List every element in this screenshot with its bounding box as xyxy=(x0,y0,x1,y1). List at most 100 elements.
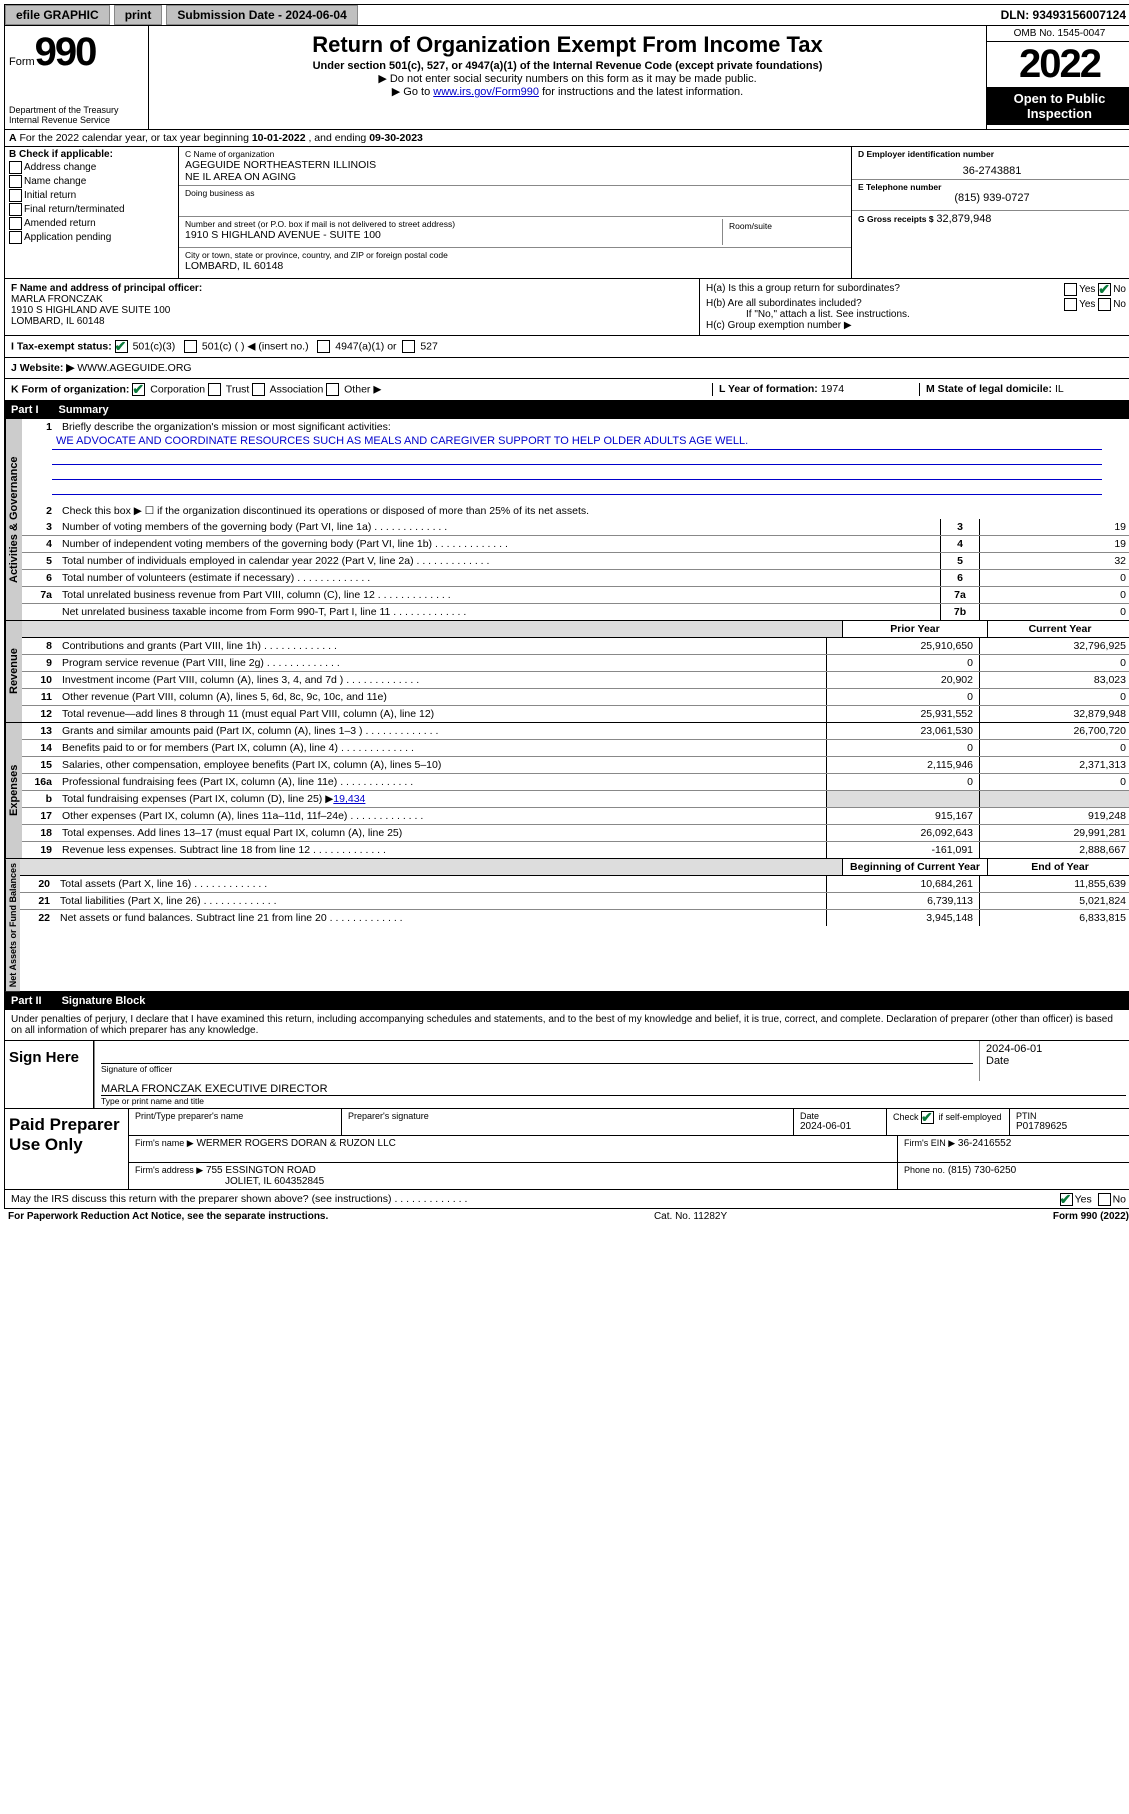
501c-other-checkbox[interactable] xyxy=(184,340,197,353)
officer-addr2: LOMBARD, IL 60148 xyxy=(11,316,105,327)
line8-current: 32,796,925 xyxy=(979,638,1129,654)
firm-addr-value2: JOLIET, IL 604352845 xyxy=(225,1176,324,1187)
expenses-section: Expenses 13Grants and similar amounts pa… xyxy=(4,723,1129,859)
line16b-current-shaded xyxy=(979,791,1129,807)
hb-no-checkbox[interactable] xyxy=(1098,298,1111,311)
section-fh: F Name and address of principal officer:… xyxy=(4,279,1129,336)
print-name-label: Print/Type preparer's name xyxy=(135,1111,335,1121)
line18-desc: Total expenses. Add lines 13–17 (must eq… xyxy=(58,825,826,841)
line13-current: 26,700,720 xyxy=(979,723,1129,739)
initial-return-checkbox[interactable] xyxy=(9,189,22,202)
line4-desc: Number of independent voting members of … xyxy=(58,536,940,552)
4947-checkbox[interactable] xyxy=(317,340,330,353)
part2-title: Signature Block xyxy=(62,995,146,1007)
line14-prior: 0 xyxy=(826,740,979,756)
final-return-checkbox[interactable] xyxy=(9,203,22,216)
line16a-desc: Professional fundraising fees (Part IX, … xyxy=(58,774,826,790)
application-pending-checkbox[interactable] xyxy=(9,231,22,244)
line9-desc: Program service revenue (Part VIII, line… xyxy=(58,655,826,671)
tax-year-begin: 10-01-2022 xyxy=(252,132,306,144)
tab-governance: Activities & Governance xyxy=(5,419,22,620)
may-irs-yes-checkbox[interactable] xyxy=(1060,1193,1073,1206)
column-b: B Check if applicable: Address change Na… xyxy=(5,147,179,278)
net-header-spacer xyxy=(20,859,842,875)
ptin-value: P01789625 xyxy=(1016,1121,1126,1132)
line3-value: 19 xyxy=(979,519,1129,535)
name-change-label: Name change xyxy=(24,176,86,187)
trust-checkbox[interactable] xyxy=(208,383,221,396)
line16b-value[interactable]: 19,434 xyxy=(333,793,365,805)
hb-yes-checkbox[interactable] xyxy=(1064,298,1077,311)
corp-checkbox[interactable] xyxy=(132,383,145,396)
end-year-header: End of Year xyxy=(987,859,1129,875)
firm-ein-label: Firm's EIN ▶ xyxy=(904,1138,955,1148)
line16b-desc: Total fundraising expenses (Part IX, col… xyxy=(62,793,333,805)
org-name-1: AGEGUIDE NORTHEASTERN ILLINOIS xyxy=(185,159,845,171)
phone-value: (815) 939-0727 xyxy=(858,192,1126,204)
sig-date-value: 2024-06-01 xyxy=(986,1043,1126,1055)
firm-name-label: Firm's name ▶ xyxy=(135,1138,194,1148)
ha-no-checkbox[interactable] xyxy=(1098,283,1111,296)
amended-return-checkbox[interactable] xyxy=(9,217,22,230)
form-subtitle: Under section 501(c), 527, or 4947(a)(1)… xyxy=(157,60,978,72)
year-formation-label: L Year of formation: xyxy=(719,383,818,395)
line17-desc: Other expenses (Part IX, column (A), lin… xyxy=(58,808,826,824)
line12-prior: 25,931,552 xyxy=(826,706,979,722)
ha-yes-checkbox[interactable] xyxy=(1064,283,1077,296)
line18-prior: 26,092,643 xyxy=(826,825,979,841)
other-checkbox[interactable] xyxy=(326,383,339,396)
paid-preparer-row: Paid Preparer Use Only Print/Type prepar… xyxy=(4,1109,1129,1190)
street-label: Number and street (or P.O. box if mail i… xyxy=(185,219,722,229)
line7b-value: 0 xyxy=(979,604,1129,620)
state-domicile-value: IL xyxy=(1055,383,1064,395)
mission-blank-2 xyxy=(52,465,1102,480)
line17-current: 919,248 xyxy=(979,808,1129,824)
line20-current: 11,855,639 xyxy=(979,876,1129,892)
527-label: 527 xyxy=(420,340,438,352)
line11-current: 0 xyxy=(979,689,1129,705)
line22-desc: Net assets or fund balances. Subtract li… xyxy=(56,910,826,926)
row-j: J Website: ▶ WWW.AGEGUIDE.ORG xyxy=(4,358,1129,379)
rev-header-spacer xyxy=(22,621,842,637)
row-a-mid: , and ending xyxy=(308,132,369,144)
form-number: 990 xyxy=(35,30,96,75)
officer-type-name: MARLA FRONCZAK EXECUTIVE DIRECTOR xyxy=(101,1083,1126,1095)
ha-label: H(a) Is this a group return for subordin… xyxy=(706,283,900,294)
527-checkbox[interactable] xyxy=(402,340,415,353)
line8-prior: 25,910,650 xyxy=(826,638,979,654)
line10-current: 83,023 xyxy=(979,672,1129,688)
line16a-current: 0 xyxy=(979,774,1129,790)
room-label: Room/suite xyxy=(729,221,839,231)
may-irs-no: No xyxy=(1113,1193,1126,1205)
line21-desc: Total liabilities (Part X, line 26) xyxy=(56,893,826,909)
other-label: Other ▶ xyxy=(344,383,381,395)
website-value: WWW.AGEGUIDE.ORG xyxy=(77,362,191,374)
dba-label: Doing business as xyxy=(185,188,845,198)
net-assets-section: Net Assets or Fund Balances Beginning of… xyxy=(4,859,1129,992)
name-change-checkbox[interactable] xyxy=(9,175,22,188)
line5-value: 32 xyxy=(979,553,1129,569)
self-employed-checkbox[interactable] xyxy=(921,1111,934,1124)
line14-current: 0 xyxy=(979,740,1129,756)
may-irs-no-checkbox[interactable] xyxy=(1098,1193,1111,1206)
open-to-public: Open to Public Inspection xyxy=(987,87,1129,125)
instructions-link[interactable]: www.irs.gov/Form990 xyxy=(433,86,539,98)
print-button[interactable]: print xyxy=(114,5,163,25)
address-change-checkbox[interactable] xyxy=(9,161,22,174)
phone-label: E Telephone number xyxy=(858,182,1126,192)
line20-desc: Total assets (Part X, line 16) xyxy=(56,876,826,892)
mission-blank-1 xyxy=(52,450,1102,465)
activities-governance-section: Activities & Governance 1Briefly describ… xyxy=(4,419,1129,621)
assoc-checkbox[interactable] xyxy=(252,383,265,396)
4947-label: 4947(a)(1) or xyxy=(335,340,396,352)
501c3-checkbox[interactable] xyxy=(115,340,128,353)
ha-no: No xyxy=(1113,284,1126,295)
hb-no: No xyxy=(1113,299,1126,310)
ha-yes: Yes xyxy=(1079,284,1095,295)
tab-net-assets: Net Assets or Fund Balances xyxy=(5,859,20,991)
row-k: K Form of organization: Corporation Trus… xyxy=(4,379,1129,401)
line17-prior: 915,167 xyxy=(826,808,979,824)
form-word: Form xyxy=(9,56,35,68)
line16a-prior: 0 xyxy=(826,774,979,790)
submission-date: Submission Date - 2024-06-04 xyxy=(166,5,357,25)
